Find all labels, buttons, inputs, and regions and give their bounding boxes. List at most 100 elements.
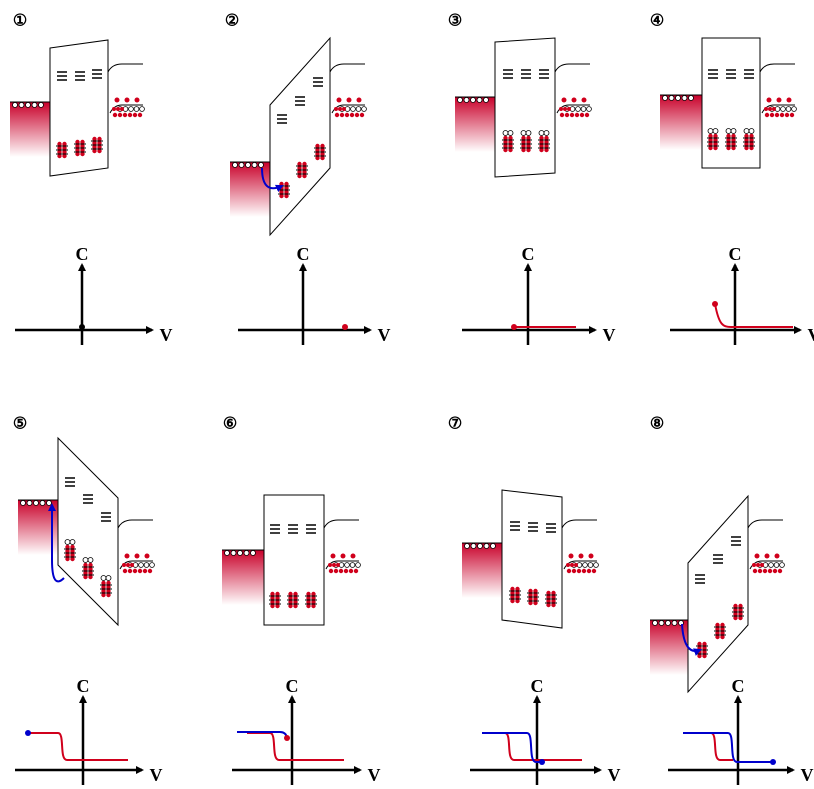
electron — [112, 107, 116, 111]
hole — [781, 107, 786, 112]
panel: ⑤CV — [13, 416, 163, 785]
conduction-band — [108, 64, 143, 72]
x-axis-label: V — [608, 765, 621, 785]
electron — [116, 107, 120, 111]
electron — [145, 554, 150, 559]
hole — [88, 558, 93, 563]
metal — [222, 550, 264, 605]
panel-label: ① — [13, 13, 27, 30]
electron — [354, 569, 358, 573]
conduction-band — [760, 64, 795, 72]
electron — [580, 113, 584, 117]
panel: ④CV — [650, 13, 814, 345]
x-axis-label: V — [160, 325, 173, 345]
hole — [792, 107, 797, 112]
electron — [767, 98, 772, 103]
electron — [777, 98, 782, 103]
hole — [356, 107, 361, 112]
cv-curve — [247, 733, 344, 760]
panel: ①CV — [10, 13, 173, 345]
cv-point — [284, 735, 290, 741]
hole — [708, 129, 713, 134]
hole — [225, 551, 230, 556]
panel-label: ③ — [448, 13, 462, 30]
electron — [340, 113, 344, 117]
x-axis-label: V — [808, 325, 814, 345]
x-axis-label: V — [378, 325, 391, 345]
electron — [587, 569, 591, 573]
y-axis-label: C — [77, 676, 90, 696]
electron — [133, 113, 137, 117]
metal — [230, 162, 270, 217]
hole — [106, 576, 111, 581]
electron — [130, 563, 134, 567]
hole — [669, 96, 674, 101]
hole — [65, 540, 70, 545]
electron — [758, 569, 762, 573]
hole — [526, 131, 531, 136]
electron — [559, 107, 563, 111]
hole — [238, 551, 243, 556]
electron — [572, 98, 577, 103]
hole — [503, 131, 508, 136]
hole — [587, 107, 592, 112]
hole — [672, 621, 677, 626]
hole — [458, 98, 463, 103]
hole — [47, 501, 52, 506]
electron — [756, 563, 760, 567]
electron — [331, 554, 336, 559]
hole — [40, 501, 45, 506]
electron — [755, 554, 760, 559]
panel: ②CV — [225, 13, 391, 345]
electron — [138, 569, 142, 573]
cv-curve — [237, 732, 287, 738]
panel-label: ⑤ — [13, 416, 27, 433]
oxide — [270, 38, 330, 235]
y-axis-label: C — [531, 676, 544, 696]
electron — [569, 554, 574, 559]
cv-curve — [683, 733, 773, 762]
electron — [582, 569, 586, 573]
electron — [572, 569, 576, 573]
conduction-band — [562, 520, 597, 528]
electron — [785, 113, 789, 117]
electron — [773, 569, 777, 573]
electron — [768, 107, 772, 111]
cv-point — [712, 301, 718, 307]
hole — [140, 107, 145, 112]
cv-curve — [487, 733, 582, 760]
electron — [592, 569, 596, 573]
cv-point — [539, 759, 545, 765]
electron — [344, 569, 348, 573]
hole — [583, 563, 588, 568]
electron — [135, 554, 140, 559]
electron — [350, 113, 354, 117]
y-axis-label: C — [729, 244, 742, 264]
cv-curve — [715, 304, 793, 327]
hole — [21, 501, 26, 506]
hole — [259, 163, 264, 168]
hole — [465, 544, 470, 549]
electron — [560, 113, 564, 117]
hole — [244, 551, 249, 556]
electron — [345, 113, 349, 117]
hole — [251, 551, 256, 556]
hole — [32, 103, 37, 108]
electron — [752, 563, 756, 567]
hole — [26, 103, 31, 108]
hole — [83, 558, 88, 563]
hole — [362, 107, 367, 112]
hole — [19, 103, 24, 108]
electron — [360, 113, 364, 117]
electron — [778, 569, 782, 573]
conduction-band — [330, 64, 365, 72]
cv-point — [342, 324, 348, 330]
electron — [775, 113, 779, 117]
cv-curve — [683, 733, 733, 760]
electron — [562, 98, 567, 103]
hole — [356, 563, 361, 568]
x-axis-label: V — [368, 765, 381, 785]
hole — [491, 544, 496, 549]
y-axis-label: C — [286, 676, 299, 696]
hole — [471, 544, 476, 549]
